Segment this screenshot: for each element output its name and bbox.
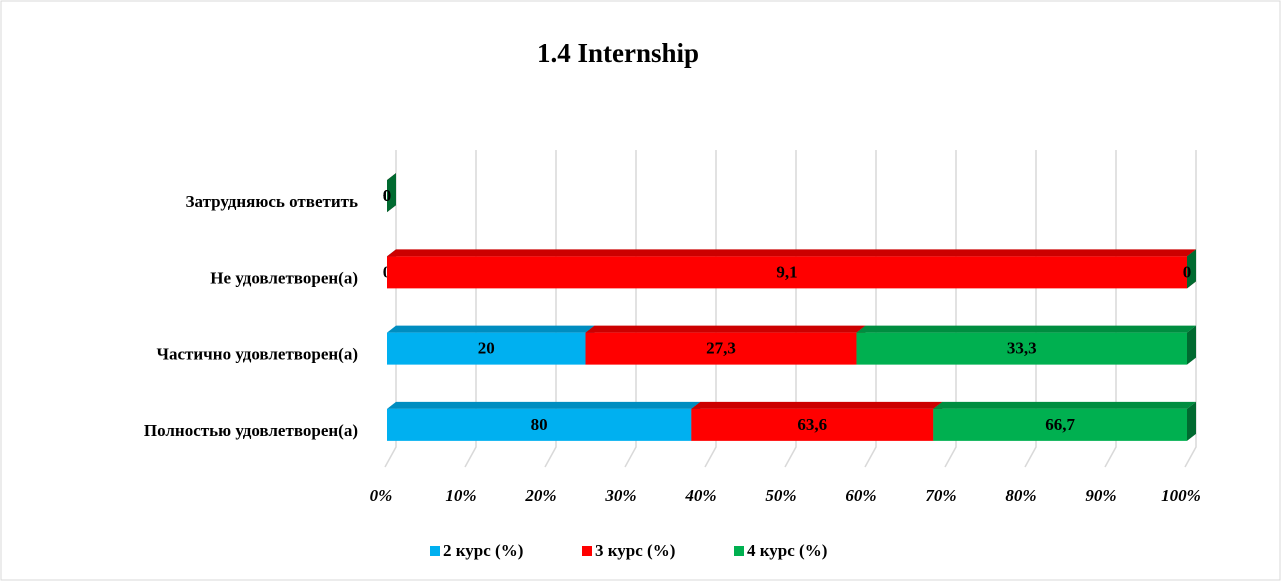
x-tick-label: 10% (445, 486, 476, 505)
x-tick-label: 70% (925, 486, 956, 505)
bar-segment (585, 325, 866, 365)
x-tick-label: 90% (1085, 486, 1116, 505)
x-tick-label: 100% (1161, 486, 1201, 505)
bar-side (387, 173, 396, 213)
bar-top (933, 401, 1196, 409)
grid-line (384, 150, 397, 468)
data-label: 80 (531, 415, 548, 434)
grid-line (864, 150, 877, 468)
bar-top (387, 249, 1196, 257)
bar-top (691, 401, 943, 409)
y-tick-label: Затрудняюсь ответить (186, 192, 358, 211)
bar-segment (387, 173, 396, 213)
bar-top (387, 325, 595, 333)
legend-swatch (430, 546, 440, 556)
grid-line (944, 150, 957, 468)
data-label: 0 (1183, 262, 1192, 281)
data-label: 66,7 (1045, 415, 1075, 434)
bar-front (933, 408, 1187, 441)
bar-segment (387, 401, 701, 441)
legend-label: 3 курс (%) (595, 541, 675, 560)
data-label: 27,3 (706, 339, 736, 358)
bar-segment (856, 325, 1196, 365)
grid-line (784, 150, 797, 468)
x-tick-label: 80% (1005, 486, 1036, 505)
bar-top (387, 401, 701, 409)
legend-label: 4 курс (%) (747, 541, 827, 560)
legend-swatch (582, 546, 592, 556)
bar-side (1187, 401, 1196, 441)
grid-line (464, 150, 477, 468)
bar-top (856, 325, 1196, 333)
grid-line (1024, 150, 1037, 468)
bar-front (856, 332, 1187, 365)
y-tick-label: Полностью удовлетворен(а) (144, 421, 358, 440)
data-label: 20 (478, 339, 495, 358)
bar-front (387, 332, 586, 365)
bar-segment (387, 325, 595, 365)
bar-segment (691, 401, 943, 441)
bar-front (387, 408, 692, 441)
y-tick-label: Частично удовлетворен(а) (157, 345, 358, 364)
bar-segment (1187, 249, 1196, 289)
y-tick-label: Не удовлетворен(а) (210, 268, 358, 287)
grid-line (544, 150, 557, 468)
bar-segment (933, 401, 1196, 441)
grid-line (1104, 150, 1117, 468)
data-label: 63,6 (797, 415, 827, 434)
legend-swatch (734, 546, 744, 556)
x-tick-label: 60% (845, 486, 876, 505)
bar-segment (387, 249, 1196, 289)
grid-line (1184, 150, 1197, 468)
bar-side (1187, 249, 1196, 289)
x-tick-label: 20% (524, 486, 556, 505)
chart-title: 1.4 Internship (537, 38, 699, 68)
grid-line (624, 150, 637, 468)
data-label: 9,1 (776, 262, 797, 281)
bar-side (1187, 325, 1196, 365)
legend-label: 2 курс (%) (443, 541, 523, 560)
bar-front (691, 408, 934, 441)
bar-front (387, 256, 1187, 289)
data-label: 33,3 (1007, 339, 1037, 358)
bar-front (585, 332, 857, 365)
x-tick-label: 50% (765, 486, 796, 505)
data-label: 0 (383, 186, 392, 205)
grid-line (704, 150, 717, 468)
x-tick-label: 0% (370, 486, 393, 505)
x-tick-label: 40% (684, 486, 716, 505)
bar-top (585, 325, 866, 333)
x-tick-label: 30% (604, 486, 636, 505)
